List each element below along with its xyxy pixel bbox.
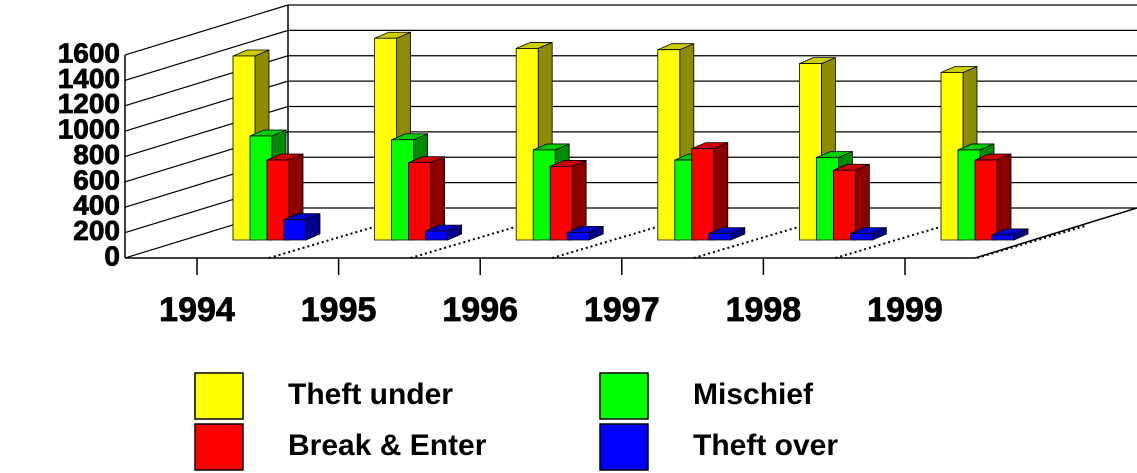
floor-dots bbox=[835, 225, 944, 259]
bar-front bbox=[991, 234, 1015, 241]
grid-line bbox=[124, 131, 1137, 183]
y-tick-label: 1000 bbox=[58, 114, 120, 145]
x-tick-label: 1996 bbox=[442, 291, 518, 329]
bar-front bbox=[799, 63, 822, 241]
bar bbox=[850, 227, 887, 241]
bar-front bbox=[833, 169, 856, 241]
bar-front bbox=[266, 159, 290, 241]
bar bbox=[566, 225, 604, 241]
legend-label: Theft under bbox=[288, 378, 453, 411]
bar-front bbox=[549, 166, 573, 241]
grid-line bbox=[124, 29, 1137, 81]
legend-swatch bbox=[194, 372, 244, 420]
y-tick-label: 600 bbox=[73, 164, 120, 195]
bar-front bbox=[940, 72, 964, 241]
bar-front bbox=[657, 49, 681, 241]
legend-label: Theft over bbox=[693, 429, 838, 462]
bar bbox=[691, 142, 729, 241]
floor-dots bbox=[693, 225, 803, 259]
bar-front bbox=[425, 230, 449, 241]
bar-front bbox=[374, 37, 398, 241]
bar-front bbox=[974, 159, 998, 241]
bar-front bbox=[708, 233, 732, 241]
bar-front bbox=[391, 139, 415, 241]
bar-front bbox=[515, 48, 539, 241]
legend-swatch bbox=[599, 423, 649, 471]
bar-front bbox=[691, 148, 715, 241]
grid-line bbox=[124, 105, 1137, 158]
y-tick-label: 1600 bbox=[58, 37, 120, 68]
bar-side bbox=[996, 153, 1012, 241]
grid-line bbox=[124, 80, 1137, 132]
y-tick-label: 1200 bbox=[58, 88, 120, 119]
bar bbox=[833, 163, 870, 241]
bar-front bbox=[566, 231, 590, 241]
legend-label: Break & Enter bbox=[288, 429, 487, 462]
bar-front bbox=[408, 162, 432, 241]
bar-front bbox=[850, 233, 873, 241]
bar bbox=[708, 227, 746, 241]
bar bbox=[991, 228, 1029, 241]
bar-front bbox=[283, 219, 307, 241]
legend-label: Mischief bbox=[693, 378, 814, 411]
bar-front bbox=[957, 149, 981, 241]
bar-front bbox=[249, 135, 273, 241]
x-tick-label: 1997 bbox=[584, 291, 660, 329]
y-tick-label: 400 bbox=[73, 190, 120, 221]
x-tick-label: 1995 bbox=[301, 291, 377, 329]
x-tick-label: 1999 bbox=[867, 291, 943, 329]
bar bbox=[408, 155, 446, 241]
bar-front bbox=[816, 157, 839, 241]
bar bbox=[425, 224, 463, 241]
grid-line bbox=[124, 4, 1137, 56]
x-tick-label: 1994 bbox=[159, 291, 235, 329]
floor-dots bbox=[551, 225, 661, 259]
y-tick-label: 200 bbox=[73, 215, 120, 246]
y-tick-label: 1400 bbox=[58, 63, 120, 94]
grid-line bbox=[124, 55, 1137, 107]
floor-dots bbox=[268, 225, 378, 259]
floor-dots bbox=[976, 225, 1086, 259]
bar-side bbox=[713, 142, 729, 241]
y-tick-label: 0 bbox=[104, 240, 120, 271]
y-tick-label: 800 bbox=[73, 139, 120, 170]
x-tick-label: 1998 bbox=[726, 291, 802, 329]
bar bbox=[974, 153, 1012, 241]
bar bbox=[283, 213, 321, 241]
floor-dots bbox=[410, 225, 519, 259]
legend-swatch bbox=[599, 372, 649, 420]
bar-front bbox=[532, 149, 556, 241]
legend-swatch bbox=[194, 423, 244, 471]
bar-front bbox=[232, 55, 256, 241]
